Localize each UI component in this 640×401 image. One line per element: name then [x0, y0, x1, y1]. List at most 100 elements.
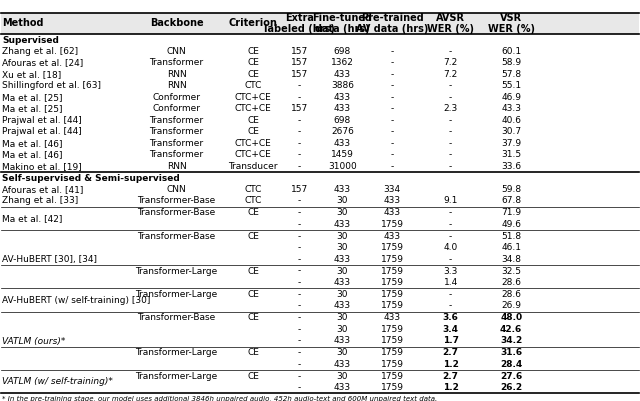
Text: 33.6: 33.6	[501, 162, 521, 171]
Text: -: -	[298, 302, 301, 310]
Text: 3.4: 3.4	[443, 325, 459, 334]
Text: -: -	[298, 162, 301, 171]
Text: 34.2: 34.2	[500, 336, 522, 345]
Text: 433: 433	[333, 383, 351, 392]
Text: CE: CE	[247, 290, 259, 299]
Text: 43.3: 43.3	[501, 104, 521, 113]
Bar	[1, 13, 639, 34]
Text: Self-supervised & Semi-supervised: Self-supervised & Semi-supervised	[2, 174, 180, 183]
Text: 31.5: 31.5	[501, 150, 521, 159]
Text: 157: 157	[291, 70, 308, 79]
Text: -: -	[390, 150, 394, 159]
Text: 433: 433	[333, 255, 351, 264]
Text: -: -	[298, 336, 301, 345]
Text: 433: 433	[333, 185, 351, 194]
Text: 1759: 1759	[381, 348, 403, 357]
Text: 1759: 1759	[381, 372, 403, 381]
Text: 1759: 1759	[381, 255, 403, 264]
Text: -: -	[449, 127, 452, 136]
Text: Transformer-Large: Transformer-Large	[136, 290, 218, 299]
Text: AV-HuBERT [30], [34]: AV-HuBERT [30], [34]	[2, 255, 97, 264]
Text: -: -	[298, 348, 301, 357]
Text: 30: 30	[337, 196, 348, 205]
Text: 31.6: 31.6	[500, 348, 522, 357]
Text: 334: 334	[383, 185, 401, 194]
Text: 157: 157	[291, 185, 308, 194]
Text: -: -	[298, 325, 301, 334]
Text: -: -	[298, 232, 301, 241]
Text: 30: 30	[337, 372, 348, 381]
Text: 1759: 1759	[381, 290, 403, 299]
Text: Transformer: Transformer	[150, 127, 204, 136]
Text: 30: 30	[337, 208, 348, 217]
Text: 1759: 1759	[381, 220, 403, 229]
Text: Transformer-Base: Transformer-Base	[138, 313, 216, 322]
Text: 1759: 1759	[381, 267, 403, 275]
Text: 30: 30	[337, 325, 348, 334]
Text: 433: 433	[333, 278, 351, 287]
Text: Fine-tuned
data (hrs): Fine-tuned data (hrs)	[312, 13, 372, 34]
Text: RNN: RNN	[167, 162, 186, 171]
Text: 433: 433	[333, 336, 351, 345]
Text: 67.8: 67.8	[501, 196, 521, 205]
Text: -: -	[298, 278, 301, 287]
Text: CNN: CNN	[167, 47, 186, 56]
Text: 7.2: 7.2	[444, 58, 458, 67]
Text: -: -	[449, 232, 452, 241]
Text: -: -	[390, 139, 394, 148]
Text: -: -	[298, 267, 301, 275]
Text: 1.2: 1.2	[443, 383, 459, 392]
Text: -: -	[449, 162, 452, 171]
Text: -: -	[298, 383, 301, 392]
Text: 28.6: 28.6	[501, 278, 521, 287]
Text: 1.2: 1.2	[443, 360, 459, 369]
Text: -: -	[298, 255, 301, 264]
Text: Pre-trained
AV data (hrs): Pre-trained AV data (hrs)	[356, 13, 428, 34]
Text: Extra
labeled (hrs): Extra labeled (hrs)	[264, 13, 335, 34]
Text: 1759: 1759	[381, 325, 403, 334]
Text: 433: 433	[333, 360, 351, 369]
Text: * In the pre-training stage, our model uses additional 3846h unpaired audio, 452: * In the pre-training stage, our model u…	[2, 396, 437, 401]
Text: 30: 30	[337, 232, 348, 241]
Text: 157: 157	[291, 104, 308, 113]
Text: 27.6: 27.6	[500, 372, 522, 381]
Text: CE: CE	[247, 232, 259, 241]
Text: 157: 157	[291, 47, 308, 56]
Text: 1759: 1759	[381, 302, 403, 310]
Text: Transformer-Base: Transformer-Base	[138, 232, 216, 241]
Text: 42.6: 42.6	[500, 325, 522, 334]
Text: 59.8: 59.8	[501, 185, 521, 194]
Text: 34.8: 34.8	[501, 255, 521, 264]
Text: -: -	[390, 81, 394, 90]
Text: 30: 30	[337, 267, 348, 275]
Text: CE: CE	[247, 127, 259, 136]
Text: -: -	[298, 243, 301, 252]
Text: 433: 433	[383, 196, 401, 205]
Text: Transformer: Transformer	[150, 116, 204, 125]
Text: 4.0: 4.0	[444, 243, 458, 252]
Text: 46.9: 46.9	[501, 93, 521, 102]
Text: 1759: 1759	[381, 278, 403, 287]
Text: -: -	[298, 81, 301, 90]
Text: CE: CE	[247, 208, 259, 217]
Text: 46.1: 46.1	[501, 243, 521, 252]
Text: 3886: 3886	[331, 81, 354, 90]
Text: -: -	[449, 81, 452, 90]
Text: 71.9: 71.9	[501, 208, 521, 217]
Text: CTC+CE: CTC+CE	[235, 104, 271, 113]
Text: 433: 433	[333, 139, 351, 148]
Text: 37.9: 37.9	[501, 139, 521, 148]
Text: -: -	[449, 302, 452, 310]
Text: Ma et al. [42]: Ma et al. [42]	[2, 214, 63, 223]
Text: 2.7: 2.7	[443, 372, 459, 381]
Text: -: -	[298, 93, 301, 102]
Text: -: -	[298, 127, 301, 136]
Text: Transformer-Base: Transformer-Base	[138, 196, 216, 205]
Text: 3.3: 3.3	[444, 267, 458, 275]
Text: 55.1: 55.1	[501, 81, 521, 90]
Text: -: -	[390, 93, 394, 102]
Text: -: -	[390, 70, 394, 79]
Text: 58.9: 58.9	[501, 58, 521, 67]
Text: Ma et al. [46]: Ma et al. [46]	[2, 139, 63, 148]
Text: Supervised: Supervised	[2, 36, 59, 45]
